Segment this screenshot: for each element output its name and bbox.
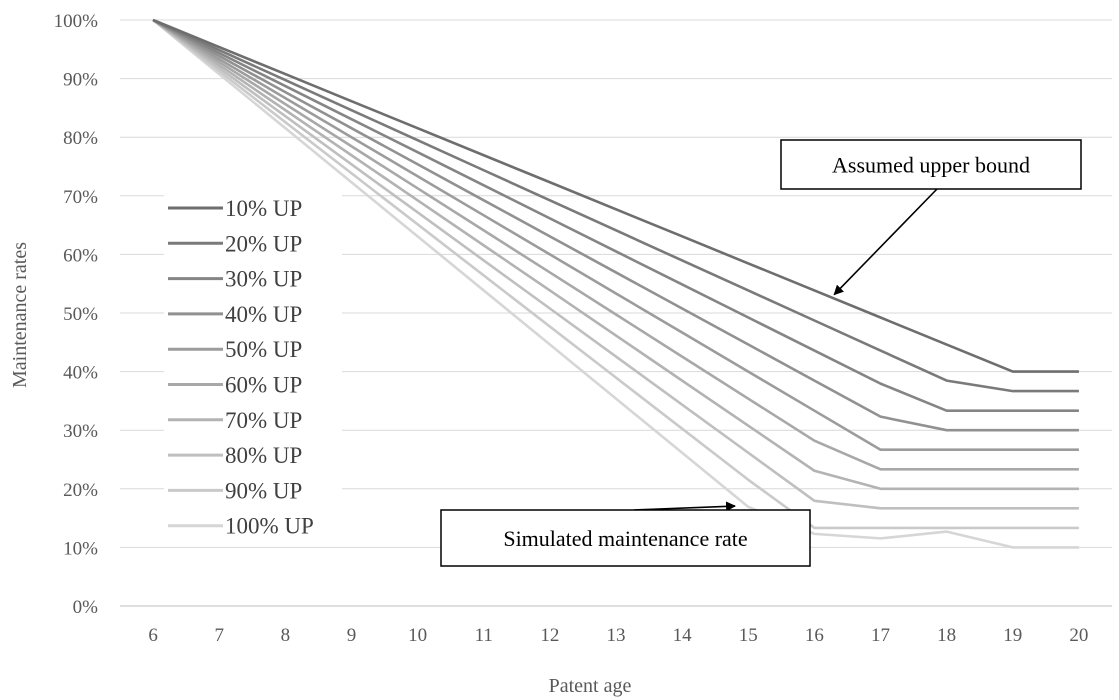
legend-item-bg <box>164 472 342 505</box>
x-tick-label: 12 <box>540 625 559 646</box>
series-line-70-up <box>152 18 1079 491</box>
x-tick-label: 13 <box>607 625 626 646</box>
legend-label: 20% UP <box>225 231 302 256</box>
legend-item-bg <box>164 437 342 470</box>
y-tick-label: 80% <box>63 128 98 149</box>
x-tick-label: 20 <box>1069 625 1088 646</box>
y-tick-label: 20% <box>63 480 98 501</box>
y-axis-title: Maintenance rates <box>9 242 31 388</box>
legend-label: 30% UP <box>225 267 302 292</box>
series-line-20-up <box>152 18 1079 393</box>
legend-label: 60% UP <box>225 373 302 398</box>
y-tick-label: 40% <box>63 363 98 384</box>
x-tick-label: 10 <box>408 625 427 646</box>
x-tick-label: 17 <box>871 625 890 646</box>
annotations: Assumed upper bound Simulated maintenance… <box>440 139 1082 567</box>
x-tick-label: 19 <box>1003 625 1022 646</box>
series-line-40-up <box>152 18 1079 432</box>
annotation-box <box>440 509 811 567</box>
series-line-100-up <box>152 18 1079 549</box>
legend-item-bg <box>164 190 342 222</box>
y-tick-label: 70% <box>63 187 98 208</box>
y-tick-label: 100% <box>54 11 99 32</box>
y-tick-label: 50% <box>63 304 98 325</box>
legend: 10% UP 20% UP 30% UP 40% UP 50% UP 60% UP 70% … <box>164 190 342 540</box>
series-line-80-up <box>152 18 1079 510</box>
series-line-60-up <box>152 18 1079 471</box>
x-tick-label: 8 <box>281 625 291 646</box>
x-tick-label: 18 <box>937 625 956 646</box>
annotation-box <box>780 139 1082 190</box>
y-tick-label: 30% <box>63 421 98 442</box>
series-lines <box>152 18 1079 549</box>
legend-label: 70% UP <box>225 408 302 433</box>
x-tick-label: 14 <box>673 625 693 646</box>
legend-item-bg <box>164 331 342 364</box>
x-tick-label: 16 <box>805 625 824 646</box>
legend-label: 80% UP <box>225 443 302 468</box>
annotation-arrow <box>833 188 938 296</box>
x-tick-label: 7 <box>214 625 224 646</box>
y-tick-label: 60% <box>63 245 98 266</box>
y-tick-label: 0% <box>73 597 99 618</box>
series-line-90-up <box>152 18 1079 530</box>
series-line-30-up <box>152 18 1079 412</box>
legend-label: 100% UP <box>225 514 314 539</box>
legend-item-bg <box>164 507 342 540</box>
annotation-label: Simulated maintenance rate <box>503 526 747 551</box>
y-tick-label: 10% <box>63 538 98 559</box>
legend-label: 40% UP <box>225 302 302 327</box>
y-tick-label: 90% <box>63 70 98 91</box>
x-axis-title: Patent age <box>549 675 632 697</box>
legend-item-bg <box>164 295 342 328</box>
legend-item-bg <box>164 225 342 258</box>
annotation-label: Assumed upper bound <box>832 153 1030 178</box>
series-line-10-up <box>152 18 1079 373</box>
x-tick-label: 9 <box>347 625 357 646</box>
legend-label: 10% UP <box>225 196 302 221</box>
y-axis-ticks: 0% 10% 20% 30% 40% 50% 60% 70% 80% 90% 100% <box>54 11 99 618</box>
x-tick-label: 6 <box>148 625 158 646</box>
x-tick-label: 11 <box>475 625 493 646</box>
series-line-50-up <box>152 18 1079 452</box>
x-tick-label: 15 <box>739 625 758 646</box>
legend-label: 50% UP <box>225 337 302 362</box>
legend-item-bg <box>164 366 342 399</box>
legend-item-bg <box>164 260 342 293</box>
legend-label: 90% UP <box>225 478 302 503</box>
legend-item-bg <box>164 401 342 434</box>
x-axis-ticks: 6 7 8 9 10 11 12 13 14 15 16 17 18 19 20 <box>148 625 1088 646</box>
